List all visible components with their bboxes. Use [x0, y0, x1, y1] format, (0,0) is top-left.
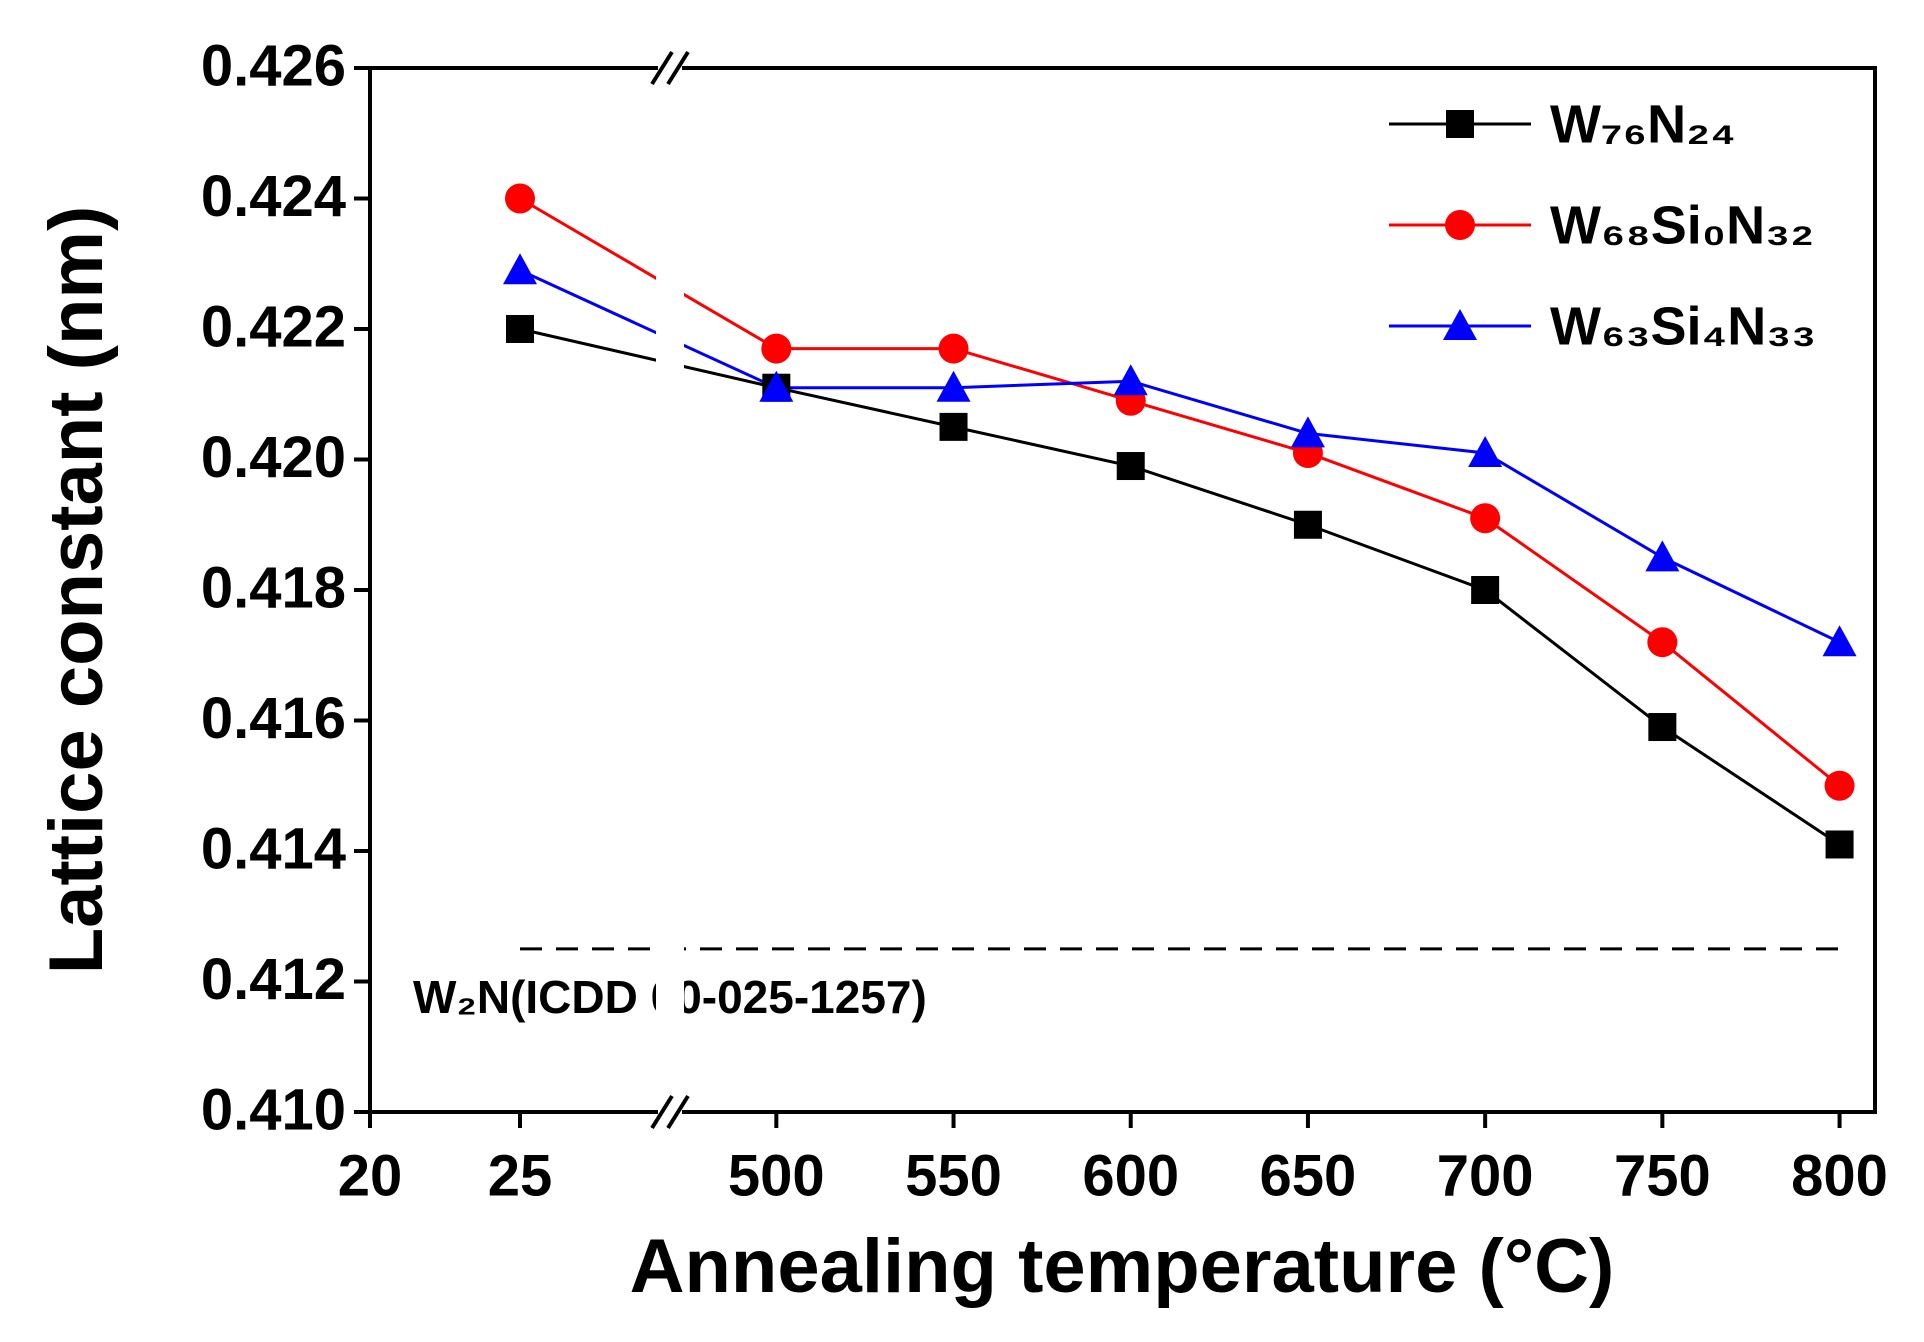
- marker: [503, 253, 537, 285]
- marker: [506, 315, 534, 343]
- x-tick-label: 550: [905, 1143, 1002, 1208]
- legend-label: W₆₃Si₄N₃₃: [1550, 296, 1816, 356]
- marker: [1116, 452, 1145, 481]
- series-line: [519, 327, 1841, 846]
- legend-marker: [1445, 210, 1475, 240]
- x-tick-label: 650: [1260, 1143, 1357, 1208]
- marker: [1647, 627, 1678, 658]
- y-tick-label: 0.420: [201, 425, 346, 490]
- axis-break-mark: [650, 1094, 674, 1130]
- marker: [936, 370, 971, 402]
- marker: [505, 183, 535, 214]
- y-tick-label: 0.416: [201, 686, 346, 751]
- marker: [1648, 713, 1677, 742]
- y-tick-label: 0.414: [201, 816, 346, 881]
- marker: [759, 370, 794, 402]
- axis-break-gap: [656, 70, 684, 1110]
- x-tick-label: 500: [728, 1143, 825, 1208]
- marker: [1470, 503, 1501, 534]
- marker: [761, 333, 792, 364]
- x-tick-label: 20: [338, 1143, 403, 1208]
- marker: [1468, 435, 1503, 467]
- x-tick-label: 600: [1082, 1143, 1179, 1208]
- y-tick-label: 0.424: [201, 164, 346, 229]
- marker: [1290, 416, 1325, 448]
- marker: [1822, 625, 1857, 657]
- x-tick-label: 25: [488, 1143, 553, 1208]
- marker: [939, 412, 968, 441]
- y-tick-label: 0.426: [201, 33, 346, 98]
- legend-marker: [1443, 309, 1477, 340]
- legend-label: W₇₆N₂₄: [1550, 94, 1736, 154]
- legend-label: W₆₈Si₀N₃₂: [1550, 195, 1814, 255]
- series-line: [519, 268, 1841, 644]
- plot-frame: [368, 66, 1877, 1114]
- axis-break-mark: [666, 50, 690, 86]
- marker: [1645, 540, 1680, 572]
- x-tick-label: 700: [1437, 1143, 1534, 1208]
- marker: [1825, 830, 1854, 859]
- axis-break-mark: [650, 50, 674, 86]
- y-axis-title: Lattice constant (nm): [34, 206, 119, 975]
- axis-break-mark: [666, 1094, 690, 1130]
- y-tick-label: 0.422: [201, 294, 346, 359]
- legend-marker: [1446, 110, 1474, 138]
- x-tick-label: 750: [1614, 1143, 1711, 1208]
- y-tick-label: 0.418: [201, 555, 346, 620]
- series-line: [519, 197, 1841, 787]
- x-axis-title: Annealing temperature (°C): [630, 1224, 1615, 1309]
- y-tick-label: 0.412: [201, 947, 346, 1012]
- marker: [1293, 510, 1322, 539]
- marker: [1824, 770, 1855, 801]
- y-tick-label: 0.410: [201, 1077, 346, 1142]
- marker: [1471, 576, 1500, 604]
- x-tick-label: 800: [1791, 1143, 1888, 1208]
- marker: [938, 333, 969, 364]
- marker: [1113, 364, 1148, 396]
